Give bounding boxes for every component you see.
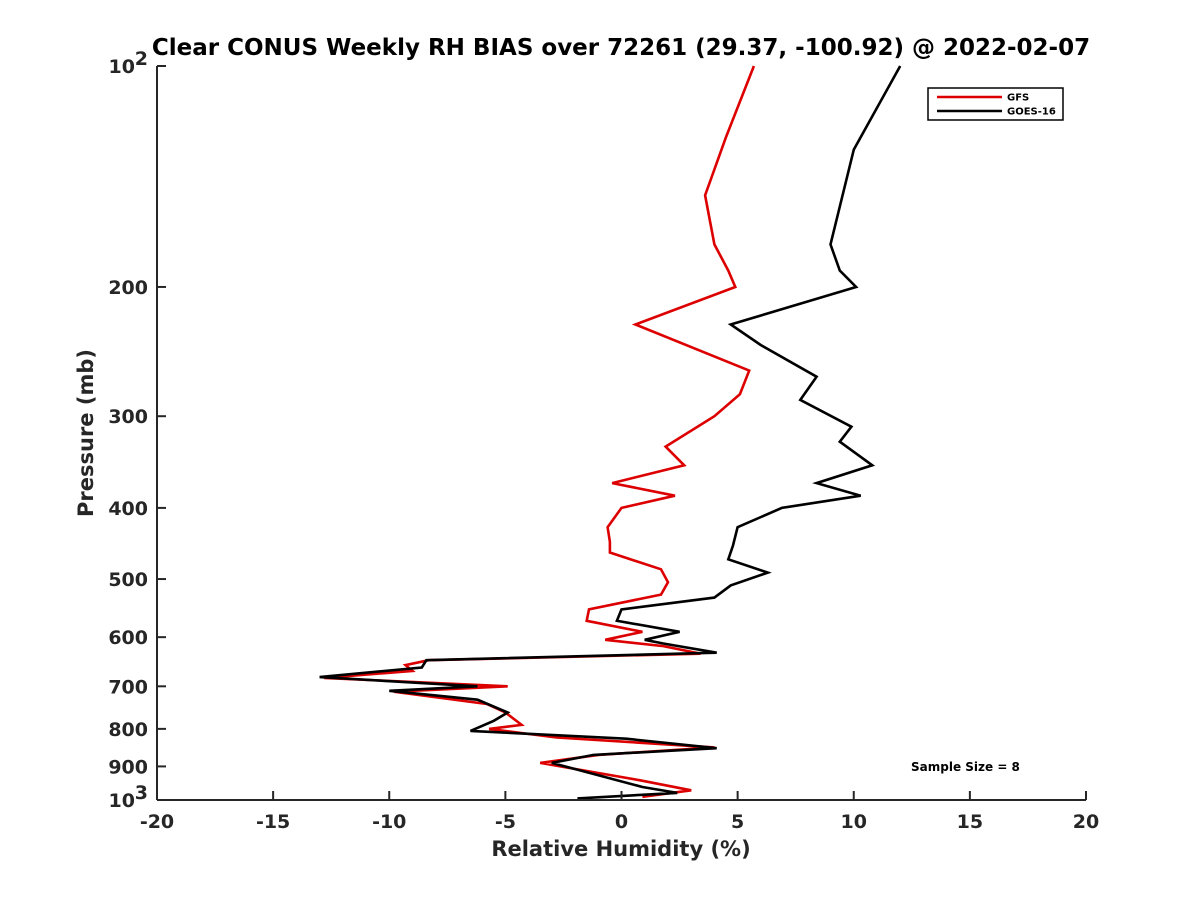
y-tick-label: 900 — [108, 756, 148, 778]
y-tick-label: 10 — [109, 790, 135, 812]
x-tick-label: 10 — [841, 811, 867, 833]
x-ticks: -20 -15 -10 -5 0 5 10 15 20 — [140, 791, 1099, 833]
x-tick-label: 15 — [957, 811, 983, 833]
x-tick-label: -15 — [256, 811, 290, 833]
y-tick-label: 10 — [109, 56, 135, 78]
x-tick-label: -5 — [495, 811, 516, 833]
series-layer — [319, 65, 902, 800]
legend: GFS GOES-16 — [927, 87, 1064, 121]
y-tick-exponent: 3 — [135, 782, 148, 804]
y-tick-label: 800 — [108, 719, 148, 741]
x-tick-label: -10 — [372, 811, 406, 833]
x-tick-label: -20 — [140, 811, 174, 833]
y-tick-label: 500 — [108, 569, 148, 591]
x-tick-label: 20 — [1073, 811, 1099, 833]
y-tick-label: 200 — [108, 277, 148, 299]
chart-title: Clear CONUS Weekly RH BIAS over 72261 (2… — [152, 35, 1090, 61]
y-tick-label: 700 — [108, 676, 148, 698]
legend-label: GFS — [1007, 93, 1029, 104]
x-tick-label: 0 — [615, 811, 628, 833]
y-tick-label: 400 — [108, 498, 148, 520]
y-tick-label: 600 — [108, 627, 148, 649]
x-tick-label: 5 — [731, 811, 744, 833]
legend-box — [927, 87, 1064, 121]
y-axis-label: Pressure (mb) — [74, 349, 98, 517]
series-line-goes-16 — [319, 65, 902, 800]
y-tick-label: 300 — [108, 406, 148, 428]
legend-label: GOES-16 — [1007, 107, 1056, 118]
series-line-gfs — [324, 65, 756, 799]
x-axis-label: Relative Humidity (%) — [491, 837, 750, 861]
sample-size-annotation: Sample Size = 8 — [911, 760, 1020, 774]
axes-layer — [156, 66, 1086, 801]
y-tick-exponent: 2 — [135, 48, 148, 70]
